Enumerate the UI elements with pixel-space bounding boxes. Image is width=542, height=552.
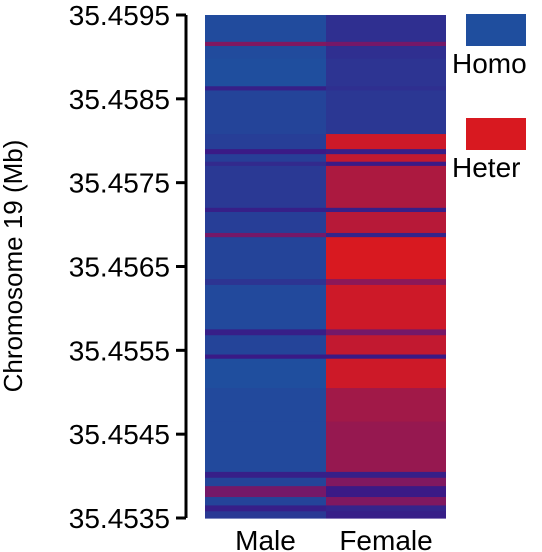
y-tick-label: 35.4575 — [69, 168, 170, 199]
heatmap-cell-female — [326, 335, 446, 356]
heatmap-cell-male — [205, 212, 326, 234]
heatmap-cell-male — [205, 335, 326, 356]
heatmap-cell-female — [326, 207, 446, 213]
legend-item-homo: Homo — [452, 14, 542, 80]
heatmap-cell-female — [326, 15, 446, 43]
heatmap-cell-female — [326, 505, 446, 512]
heatmap-cells — [205, 15, 446, 519]
heatmap-cell-female — [326, 232, 446, 238]
heatmap-cell-male — [205, 284, 326, 330]
heatmap-cell-male — [205, 505, 326, 512]
heatmap-cell-male — [205, 497, 326, 507]
y-axis-label: Chromosome 19 (Mb) — [0, 140, 28, 393]
heatmap-cell-female — [326, 477, 446, 487]
heatmap-cell-female — [326, 388, 446, 423]
legend-swatch-heter — [466, 118, 526, 150]
heatmap-cell-male — [205, 58, 326, 87]
heatmap-cell-female — [326, 237, 446, 280]
heatmap-cell-male — [205, 486, 326, 498]
heatmap-cell-female — [326, 154, 446, 163]
heatmap-cell-male — [205, 237, 326, 280]
heatmap-cell-male — [205, 511, 326, 519]
heatmap-cell-male — [205, 41, 326, 47]
heatmap-cell-female — [326, 134, 446, 150]
heatmap-cell-female — [326, 90, 446, 135]
y-tick-label: 35.4565 — [69, 252, 170, 283]
heatmap-cell-male — [205, 165, 326, 209]
heatmap-cell-male — [205, 149, 326, 155]
heatmap-cell-female — [326, 165, 446, 209]
heatmap-cell-male — [205, 358, 326, 389]
heatmap-cell-female — [326, 284, 446, 330]
legend-label-homo: Homo — [452, 48, 527, 79]
heatmap-cell-male — [205, 161, 326, 167]
x-label-male: Male — [235, 525, 296, 552]
heatmap-cell-male — [205, 477, 326, 487]
heatmap-cell-female — [326, 354, 446, 360]
y-tick-label: 35.4585 — [69, 84, 170, 115]
heatmap-cell-male — [205, 134, 326, 150]
heatmap-cell-female — [326, 486, 446, 498]
heatmap-cell-female — [326, 212, 446, 234]
heatmap-cell-male — [205, 471, 326, 479]
heatmap-cell-female — [326, 86, 446, 92]
heatmap-cell-female — [326, 279, 446, 286]
heatmap-cell-male — [205, 232, 326, 238]
y-tick-label: 35.4545 — [69, 419, 170, 450]
legend-item-heter: Heter — [452, 118, 542, 184]
heatmap-cell-male — [205, 354, 326, 360]
legend-label-heter: Heter — [452, 152, 521, 183]
heatmap-cell-male — [205, 154, 326, 163]
heatmap-cell-female — [326, 46, 446, 60]
heatmap-cell-female — [326, 58, 446, 87]
x-axis-labels: Male Female — [235, 525, 433, 552]
heatmap-cell-female — [326, 41, 446, 47]
x-label-female: Female — [339, 525, 432, 552]
heatmap-cell-male — [205, 46, 326, 60]
heatmap-cell-female — [326, 471, 446, 479]
y-axis: 35.4595 35.4585 35.4575 35.4565 35.4555 35.45… — [69, 0, 188, 534]
heatmap-cell-male — [205, 207, 326, 213]
heatmap-cell-female — [326, 358, 446, 389]
heatmap-cell-female — [326, 161, 446, 167]
heatmap-cell-female — [326, 421, 446, 473]
heatmap-cell-female — [326, 511, 446, 519]
heatmap-cell-male — [205, 421, 326, 473]
heatmap-cell-male — [205, 15, 326, 43]
heatmap-cell-male — [205, 86, 326, 92]
heatmap-cell-female — [326, 497, 446, 507]
y-tick-label: 35.4595 — [69, 0, 170, 31]
heatmap-cell-male — [205, 90, 326, 135]
legend-swatch-homo — [466, 14, 526, 46]
heatmap-cell-male — [205, 388, 326, 423]
heatmap-cell-female — [326, 149, 446, 155]
heatmap-cell-male — [205, 279, 326, 286]
heatmap-cell-female — [326, 329, 446, 336]
y-tick-label: 35.4535 — [69, 503, 170, 534]
heatmap-cell-male — [205, 329, 326, 336]
y-tick-label: 35.4555 — [69, 335, 170, 366]
